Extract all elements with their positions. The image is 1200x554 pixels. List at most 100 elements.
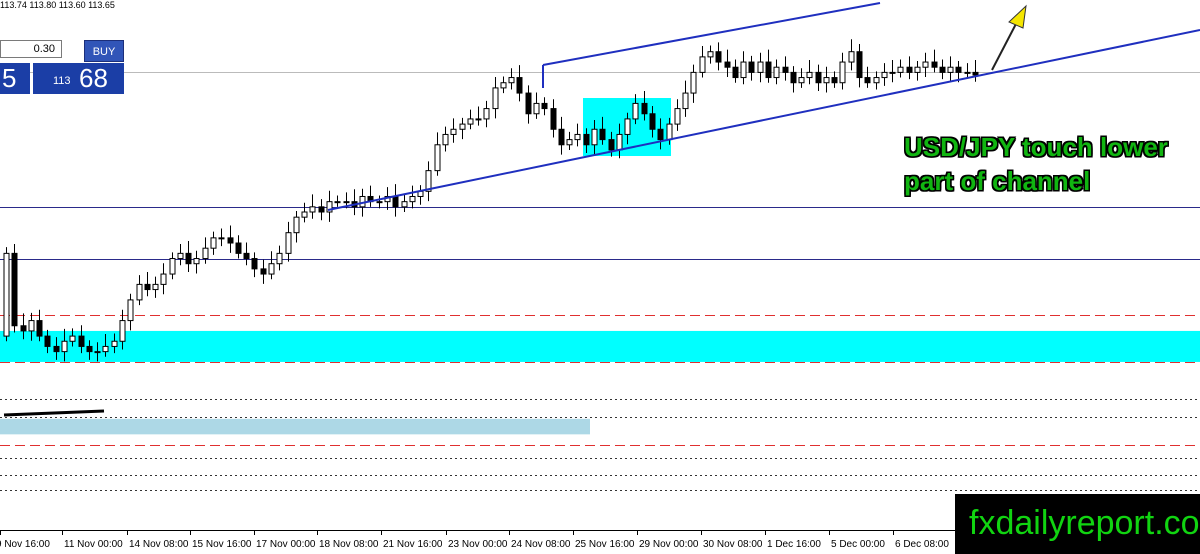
candle-body bbox=[641, 102, 648, 115]
buy-price-prefix: 113 bbox=[53, 75, 71, 87]
x-tick-label: 15 Nov 16:00 bbox=[192, 539, 252, 550]
watermark-logo: fxdailyreport.com bbox=[955, 494, 1200, 554]
candle-body bbox=[889, 71, 896, 74]
candle-body bbox=[947, 66, 954, 73]
candle-body bbox=[897, 66, 904, 73]
buy-button[interactable]: BUY bbox=[84, 40, 124, 62]
buy-price-digits: 68 bbox=[79, 63, 108, 93]
x-tick-label: 23 Nov 00:00 bbox=[448, 539, 508, 550]
candle-body bbox=[136, 283, 143, 301]
candle-body bbox=[301, 211, 308, 218]
candle-body bbox=[632, 102, 639, 120]
candle-body bbox=[682, 92, 689, 110]
candle-body bbox=[541, 102, 548, 110]
candle-body bbox=[964, 71, 971, 74]
ohlc-readout: 113.74 113.80 113.60 113.65 bbox=[0, 0, 115, 10]
candle-body bbox=[475, 118, 482, 121]
x-tick-label: 18 Nov 08:00 bbox=[319, 539, 379, 550]
zone-light-blue bbox=[0, 418, 590, 435]
candle-body bbox=[202, 247, 209, 260]
candle-body bbox=[425, 170, 432, 192]
x-tick-label: 30 Nov 08:00 bbox=[703, 539, 763, 550]
candle-body bbox=[434, 144, 441, 172]
support-stroke bbox=[3, 409, 105, 417]
one-click-trading-panel: 0.30 BUY 5 113 68 bbox=[0, 20, 128, 94]
candle-body bbox=[591, 128, 598, 146]
candle-body bbox=[20, 325, 27, 332]
x-tick-label: 24 Nov 08:00 bbox=[511, 539, 571, 550]
candle-body bbox=[732, 66, 739, 79]
candle-body bbox=[78, 335, 85, 347]
candle-body bbox=[401, 201, 408, 208]
x-tick-label: 17 Nov 00:00 bbox=[256, 539, 316, 550]
candle-body bbox=[657, 128, 664, 141]
candle-body bbox=[94, 351, 101, 354]
candle-body bbox=[102, 345, 109, 353]
x-tick-label: 29 Nov 00:00 bbox=[639, 539, 699, 550]
channel-upper-line bbox=[542, 2, 881, 66]
buy-price[interactable]: 113 68 bbox=[33, 63, 124, 94]
lot-size-input[interactable]: 0.30 bbox=[0, 40, 62, 58]
candle-body bbox=[309, 206, 316, 213]
levels-layer bbox=[0, 72, 1200, 491]
candle-body bbox=[616, 133, 623, 151]
candle-body bbox=[906, 66, 913, 73]
candle-body bbox=[690, 71, 697, 94]
candle-body bbox=[160, 273, 167, 285]
candle-body bbox=[856, 51, 863, 79]
candle-body bbox=[608, 139, 615, 151]
candle-body bbox=[757, 61, 764, 73]
chart-annotation: USD/JPY touch lower part of channel bbox=[904, 130, 1168, 198]
candle-body bbox=[127, 299, 134, 322]
candle-body bbox=[674, 108, 681, 125]
candle-body bbox=[848, 51, 855, 63]
x-tick-label: 5 Dec 00:00 bbox=[831, 539, 885, 550]
candle-body bbox=[251, 258, 258, 270]
candle-body bbox=[392, 195, 399, 208]
candle-body bbox=[740, 61, 747, 79]
arrow-head bbox=[1008, 4, 1027, 29]
candle-body bbox=[873, 77, 880, 84]
x-tick-label: 11 Nov 00:00 bbox=[64, 539, 123, 550]
candle-body bbox=[483, 108, 490, 120]
x-tick-label: 9 Nov 16:00 bbox=[0, 539, 50, 550]
candle-body bbox=[939, 66, 946, 73]
channel-lower-line bbox=[327, 29, 1200, 211]
candle-body bbox=[583, 133, 590, 146]
candle-body bbox=[177, 252, 184, 260]
candle-body bbox=[649, 113, 656, 130]
sell-price[interactable]: 5 bbox=[0, 63, 30, 94]
candle-body bbox=[624, 118, 631, 135]
candle-body bbox=[699, 56, 706, 73]
arrow-shaft bbox=[991, 19, 1019, 71]
x-tick-label: 1 Dec 16:00 bbox=[767, 539, 821, 550]
candle-body bbox=[914, 66, 921, 73]
candle-body bbox=[409, 195, 416, 203]
candle-body bbox=[666, 123, 673, 141]
candle-body bbox=[3, 252, 10, 337]
candle-body bbox=[748, 61, 755, 73]
candle-body bbox=[227, 237, 234, 244]
candle-body bbox=[111, 340, 118, 347]
candles-layer bbox=[3, 39, 979, 362]
candle-body bbox=[492, 87, 499, 110]
candle-body bbox=[86, 345, 93, 353]
candle-body bbox=[839, 61, 846, 84]
candle-body bbox=[765, 61, 772, 79]
candle-body bbox=[815, 71, 822, 84]
candle-body bbox=[467, 118, 474, 125]
sell-price-digits: 5 bbox=[2, 63, 17, 93]
channel-layer bbox=[327, 2, 1200, 211]
candle-body bbox=[260, 268, 267, 275]
x-tick-label: 14 Nov 08:00 bbox=[129, 539, 189, 550]
candle-body bbox=[790, 71, 797, 84]
candle-body bbox=[69, 335, 76, 342]
candle-body bbox=[119, 320, 126, 342]
candle-body bbox=[450, 128, 457, 135]
candle-body bbox=[193, 258, 200, 265]
candle-body bbox=[864, 77, 871, 84]
candle-body bbox=[798, 77, 805, 84]
candle-body bbox=[773, 66, 780, 79]
zone-cyan bbox=[0, 330, 1200, 362]
candle-body bbox=[525, 92, 532, 115]
